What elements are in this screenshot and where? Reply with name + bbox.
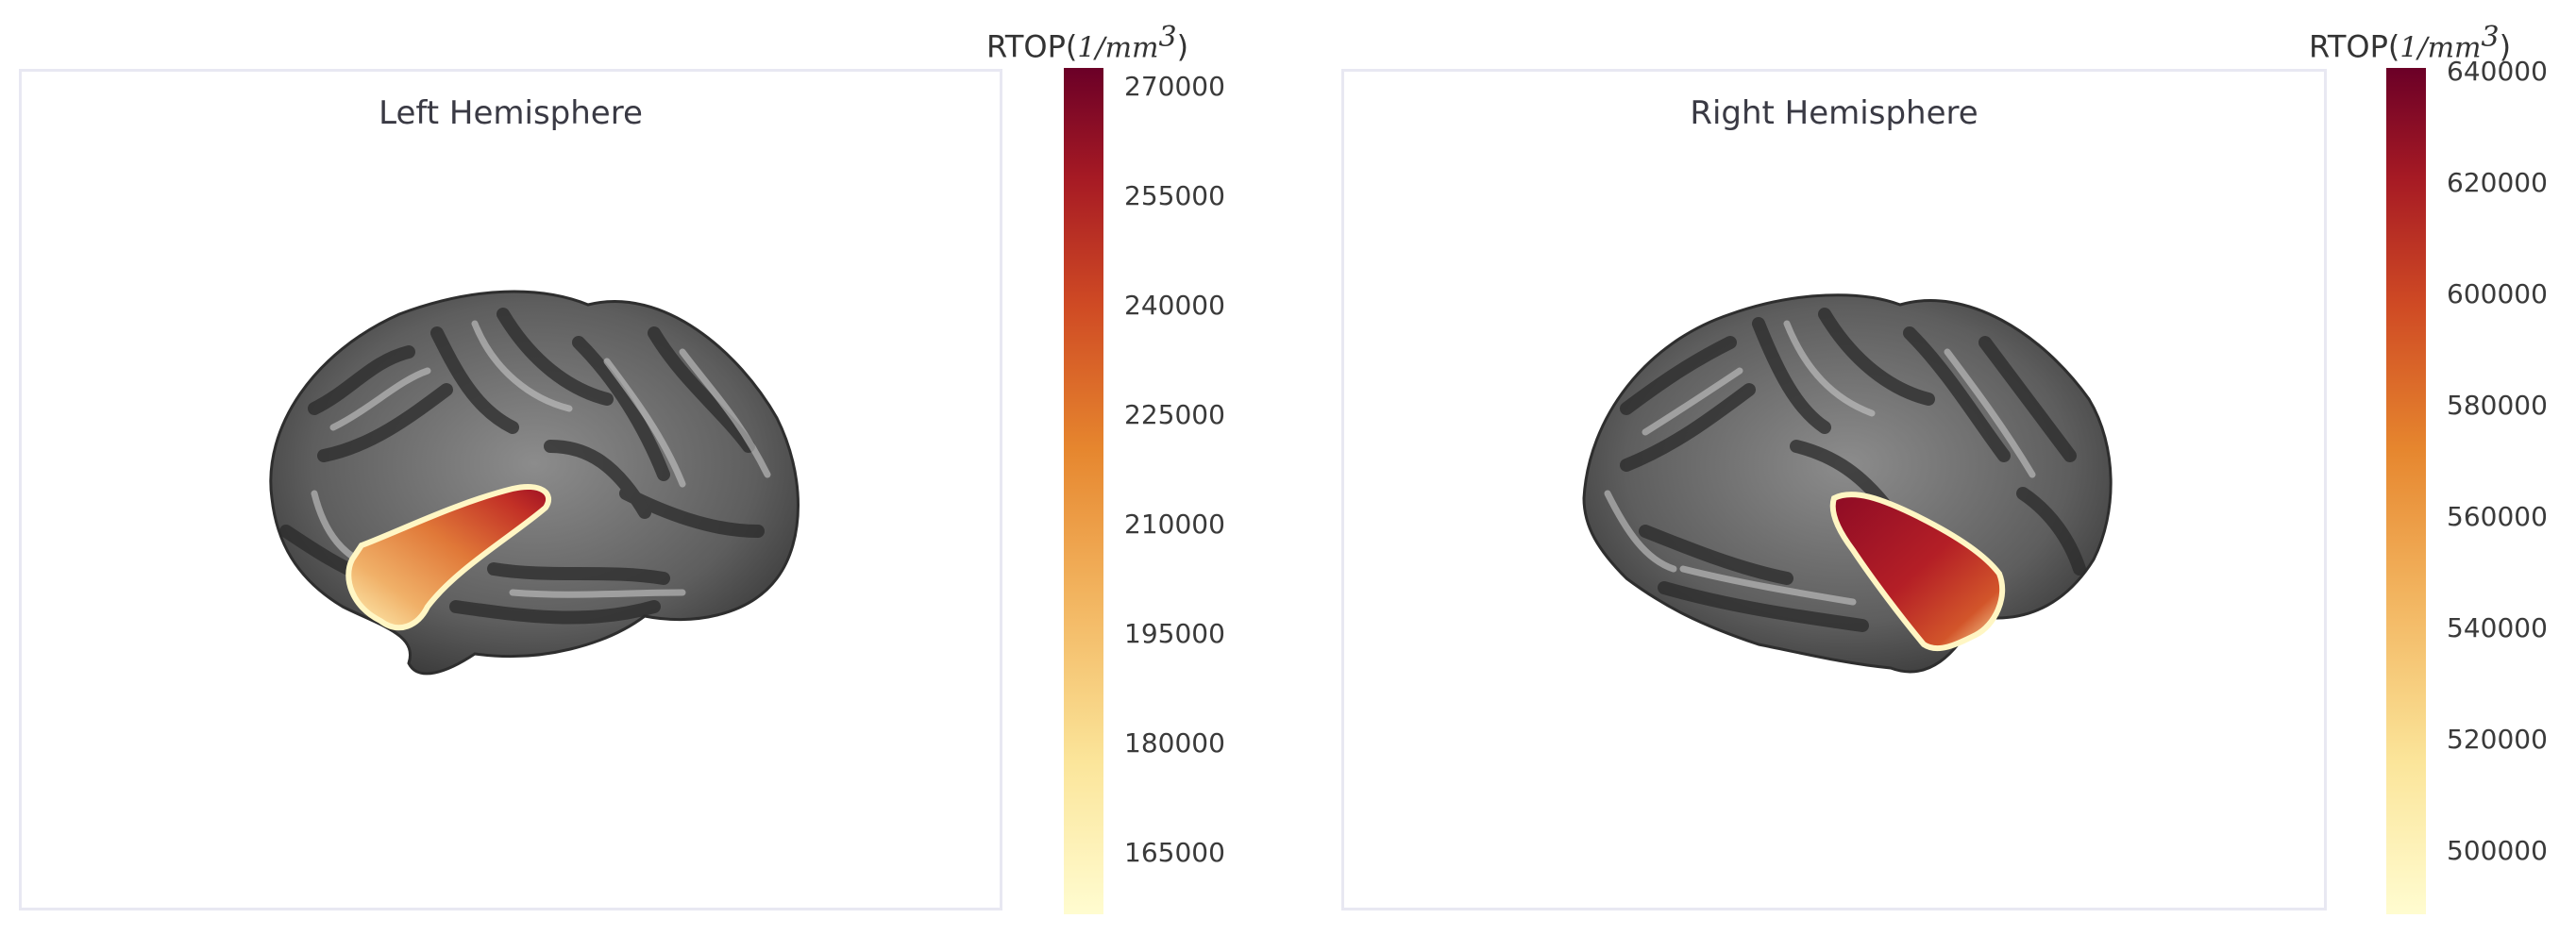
right-hemisphere-panel: Right Hemisphere (1341, 69, 2327, 910)
colorbar-tick-label: 255000 (1124, 180, 1225, 211)
colorbar-tick-label: 225000 (1124, 399, 1225, 430)
colorbar-tick-label: 520000 (2447, 724, 2548, 755)
left-colorbar: RTOP(1/mm3) 270000 255000 240000 225000 … (986, 21, 1225, 914)
colorbar-tick-label: 580000 (2447, 390, 2548, 421)
left-hemisphere-panel: Left Hemisphere (19, 69, 1002, 910)
colorbar-tick-label: 270000 (1124, 71, 1225, 102)
colorbar-tick-label: 500000 (2447, 835, 2548, 866)
colorbar-title: RTOP(1/mm3) (2308, 21, 2512, 65)
right-brain-surface (1582, 293, 2113, 674)
colorbar-tick-label: 165000 (1124, 837, 1225, 868)
colorbar-tick-label: 195000 (1124, 618, 1225, 649)
colorbar-tick-label: 180000 (1124, 727, 1225, 759)
left-brain-surface (269, 290, 800, 676)
colorbar-tick-label: 620000 (2447, 167, 2548, 198)
colorbar-tick-label: 540000 (2447, 612, 2548, 643)
panel-title: Left Hemisphere (379, 94, 643, 132)
right-colorbar: RTOP(1/mm3) 640000 620000 600000 580000 … (2309, 21, 2548, 914)
colorbar-gradient (2386, 68, 2426, 914)
colorbar-tick-label: 600000 (2447, 278, 2548, 309)
colorbar-gradient (1064, 68, 1103, 914)
panel-title: Right Hemisphere (1690, 94, 1978, 132)
colorbar-title: RTOP(1/mm3) (985, 21, 1189, 65)
colorbar-tick-label: 640000 (2447, 56, 2548, 87)
colorbar-tick-label: 210000 (1124, 509, 1225, 540)
colorbar-tick-label: 560000 (2447, 501, 2548, 532)
colorbar-tick-label: 240000 (1124, 290, 1225, 321)
